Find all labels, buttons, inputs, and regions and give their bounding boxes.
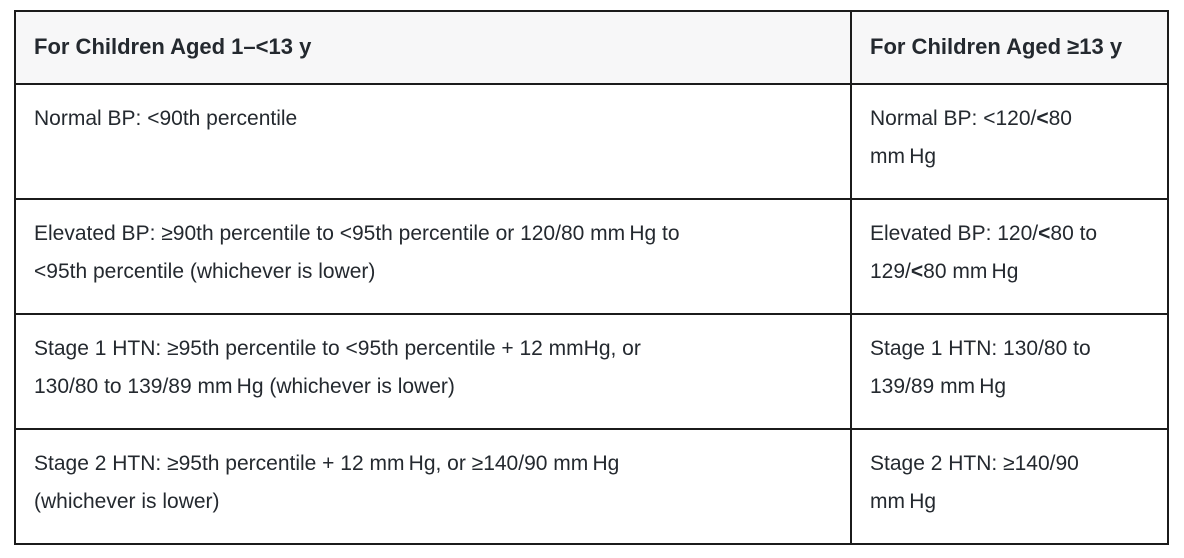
table-row-elevated-bp: Elevated BP: ≥90th percentile to <95th p… xyxy=(14,198,1169,315)
text-segment: Stage 2 HTN: ≥140/90 mm Hg xyxy=(870,452,1079,513)
cell-elevated-bp-left: Elevated BP: ≥90th percentile to <95th p… xyxy=(14,198,852,315)
cell-normal-bp-left: Normal BP: <90th percentile xyxy=(14,83,852,200)
cell-elevated-bp-right: Elevated BP: 120/<80 to 129/<80 mm Hg xyxy=(850,198,1169,315)
cell-stage-2-htn-right: Stage 2 HTN: ≥140/90 mm Hg xyxy=(850,428,1169,545)
table-header: For Children Aged 1–<13 y For Children A… xyxy=(14,10,1169,85)
bold-text-segment: < xyxy=(1038,222,1051,245)
text-segment: Normal BP: <120/ xyxy=(870,107,1037,130)
text-segment: Elevated BP: 120/ xyxy=(870,222,1039,245)
table-body: Normal BP: <90th percentile Normal BP: <1… xyxy=(14,83,1169,545)
text-segment: Normal BP: <90th percentile xyxy=(34,107,298,130)
text-segment: 80 to 129/ xyxy=(870,222,1098,283)
cell-stage-2-htn-left: Stage 2 HTN: ≥95th percentile + 12 mm Hg… xyxy=(14,428,852,545)
cell-stage-1-htn-right: Stage 1 HTN: 130/80 to 139/89 mm Hg xyxy=(850,313,1169,430)
text-segment: Stage 1 HTN: 130/80 to 139/89 mm Hg xyxy=(870,337,1091,398)
text-segment: 80 mm Hg xyxy=(870,107,1072,168)
text-segment: 80 mm Hg xyxy=(923,260,1019,283)
bold-text-segment: < xyxy=(910,260,924,283)
text-segment: Stage 2 HTN: ≥95th percentile + 12 mm Hg… xyxy=(34,452,620,513)
header-cell-children-13-and-up: For Children Aged ≥13 y xyxy=(850,10,1169,85)
bold-text-segment: < xyxy=(1036,107,1049,130)
text-segment: Elevated BP: ≥90th percentile to <95th p… xyxy=(34,222,680,283)
bp-classification-table-container: For Children Aged 1–<13 y For Children A… xyxy=(14,10,1169,545)
bp-classification-table: For Children Aged 1–<13 y For Children A… xyxy=(14,10,1169,545)
table-row-normal-bp: Normal BP: <90th percentile Normal BP: <1… xyxy=(14,83,1169,200)
header-cell-children-1-to-13: For Children Aged 1–<13 y xyxy=(14,10,852,85)
text-segment: Stage 1 HTN: ≥95th percentile to <95th p… xyxy=(34,337,641,398)
header-row: For Children Aged 1–<13 y For Children A… xyxy=(14,10,1169,85)
cell-normal-bp-right: Normal BP: <120/<80 mm Hg xyxy=(850,83,1169,200)
table-row-stage-1-htn: Stage 1 HTN: ≥95th percentile to <95th p… xyxy=(14,313,1169,430)
table-row-stage-2-htn: Stage 2 HTN: ≥95th percentile + 12 mm Hg… xyxy=(14,428,1169,545)
cell-stage-1-htn-left: Stage 1 HTN: ≥95th percentile to <95th p… xyxy=(14,313,852,430)
